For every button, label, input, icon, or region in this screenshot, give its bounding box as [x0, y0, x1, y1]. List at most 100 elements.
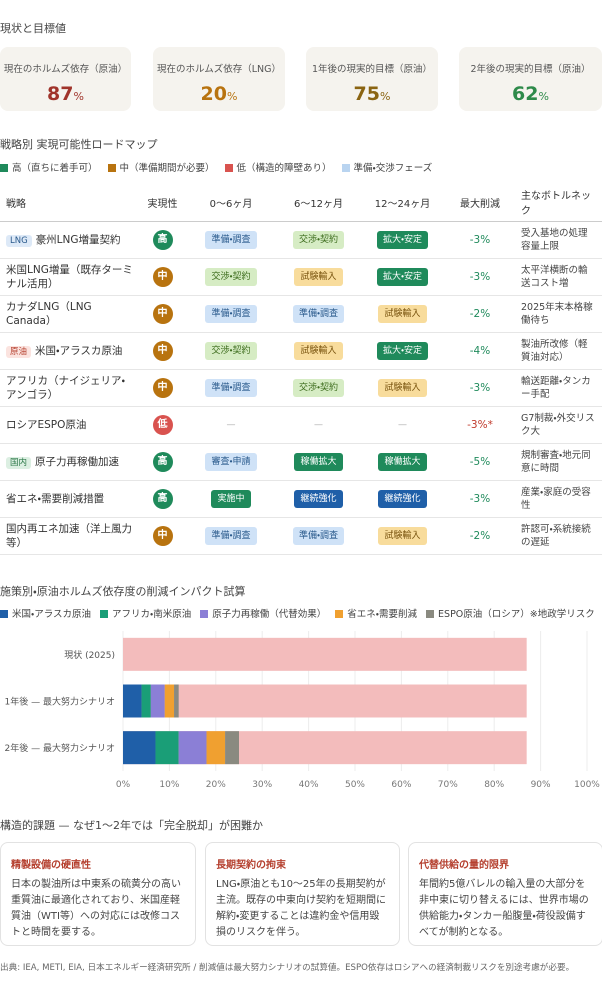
- x-tick-label: 70%: [438, 780, 458, 790]
- phase-pill: 交渉・契約: [205, 268, 257, 286]
- legend-swatch: [200, 610, 209, 618]
- table-row: ロシアESPO原油 低 — — — -3%* G7制裁・外交リスク大: [0, 406, 602, 444]
- table-row: LNG 豪州LNG増量契約高準備・調査 交渉・契約 拡大・安定 -3% 受入基地の処理容量…: [0, 221, 602, 259]
- phase-pill: —: [226, 420, 236, 430]
- legend-item: 米国・アラスカ原油: [0, 606, 91, 620]
- category-label: 2年後 — 最大努力シナリオ: [5, 742, 115, 754]
- x-tick-label: 60%: [391, 780, 411, 790]
- strategy-name: 米国LNG増量（既存ターミナル活用）: [6, 264, 133, 290]
- legend-swatch: [100, 610, 109, 618]
- x-tick-label: 40%: [299, 780, 319, 790]
- x-tick-label: 30%: [252, 780, 272, 790]
- phase-pill: 稼働拡大: [294, 453, 343, 471]
- legend-label: 準備・交渉フェーズ: [353, 163, 433, 174]
- legend-label: 省エネ・需要削減: [347, 609, 418, 620]
- bar-segment: [164, 684, 175, 718]
- chart: 0% 10% 20% 30% 40% 50% 60% 70% 80% 90% 100% 現状 (202…: [5, 631, 600, 790]
- bottleneck-cell: 輸送距離・タンカー手配: [515, 369, 602, 407]
- feasibility-cell: 中: [140, 517, 185, 555]
- reduction-cell: -3%*: [445, 406, 515, 444]
- challenge-card: 精製設備の硬直性 日本の製油所は中東系の硫黄分の高い重質油に最適化されており、米国…: [0, 842, 196, 946]
- feasibility-badge: 中: [152, 378, 173, 398]
- status-card: 2年後の現実的目標（原油） 62%: [459, 47, 602, 111]
- reduction-cell: -3%: [445, 369, 515, 407]
- card-value-row: 20%: [153, 83, 285, 105]
- feasibility-badge: 高: [152, 230, 173, 250]
- phase-pill: —: [314, 420, 323, 430]
- feasibility-badge: 中: [152, 341, 173, 361]
- challenge-title: 長期契約の拘束: [216, 860, 286, 871]
- bar-segment: [141, 684, 151, 718]
- phase-pill: 準備・調査: [205, 527, 257, 545]
- strategy-tag: 原油: [6, 345, 32, 358]
- strategy-cell: 原油 米国・アラスカ原油: [0, 332, 140, 370]
- legend-label: ESPO原油（ロシア）※地政学リスク: [438, 609, 595, 620]
- bottleneck-cell: G7制裁・外交リスク大: [515, 406, 602, 444]
- feasibility-cell: 中: [140, 258, 185, 296]
- legend-label: 原子力再稼働（代替効果）: [212, 609, 327, 620]
- phase-cell: 実施中: [185, 480, 277, 518]
- phase-pill: 交渉・契約: [292, 379, 345, 397]
- bar-segment: [150, 684, 165, 718]
- strategy-cell: カナダLNG（LNG Canada）: [0, 295, 140, 333]
- legend: 米国・アラスカ原油 アフリカ・南米原油 原子力再稼働（代替効果） 省エネ・需要削減 ES…: [0, 606, 595, 620]
- strategy-name: ロシアESPO原油: [6, 419, 87, 431]
- legend-label: 米国・アラスカ原油: [12, 609, 92, 620]
- strategy-name: 米国・アラスカ原油: [35, 344, 123, 357]
- strategy-cell: 省エネ・需要削減措置: [0, 480, 140, 518]
- phase-cell: 交渉・契約: [277, 369, 360, 407]
- card-value-row: 87%: [0, 83, 131, 105]
- phase-cell: 稼働拡大: [360, 443, 445, 481]
- phase-cell: 準備・調査: [277, 517, 360, 555]
- strategy-cell: ロシアESPO原油: [0, 406, 140, 444]
- header-cell: 戦略: [0, 183, 140, 222]
- legend-label: 中（準備期間が必要）: [119, 163, 215, 174]
- phase-cell: 試験輸入: [277, 258, 360, 296]
- feasibility-badge: 中: [152, 304, 173, 324]
- phase-cell: 稼働拡大: [277, 443, 360, 481]
- legend-swatch: [107, 164, 116, 172]
- tbody: LNG 豪州LNG増量契約高準備・調査 交渉・契約 拡大・安定 -3% 受入基地の処理容量…: [0, 221, 602, 555]
- feasibility-cell: 中: [140, 369, 185, 407]
- bar-segment: [206, 731, 226, 765]
- background-bar: [123, 637, 527, 671]
- feasibility-cell: 中: [140, 332, 185, 370]
- phase-pill: 試験輸入: [378, 379, 427, 397]
- card-unit: %: [380, 90, 391, 103]
- header-cell: 0〜6ヶ月: [185, 183, 277, 222]
- reduction-cell: -5%: [445, 443, 515, 481]
- legend-item: 準備・交渉フェーズ: [341, 160, 433, 174]
- phase-pill: 試験輸入: [378, 305, 427, 323]
- phase-cell: 継続強化: [360, 480, 445, 518]
- phase-cell: 審査・申請: [185, 443, 277, 481]
- legend-item: ESPO原油（ロシア）※地政学リスク: [426, 606, 595, 620]
- legend-label: 高（直ちに着手可）: [12, 163, 98, 174]
- x-tick-label: 0%: [116, 780, 131, 790]
- feasibility-cell: 高: [140, 443, 185, 481]
- header-cell: 主なボトルネック: [515, 183, 602, 222]
- phase-cell: —: [185, 406, 277, 444]
- table-row: 国内再エネ加速（洋上風力等） 中 準備・調査 準備・調査 試験輸入 -2% 許認可・系統接続…: [0, 517, 602, 555]
- strategy-name: カナダLNG（LNG Canada）: [6, 301, 92, 327]
- header-cell: 実現性: [140, 183, 185, 222]
- bottleneck-cell: 太平洋横断の輸送コスト増: [515, 258, 602, 296]
- bar-segment: [123, 731, 156, 765]
- legend-item: 低（構造的障壁あり）: [224, 160, 332, 174]
- phase-cell: 試験輸入: [360, 369, 445, 407]
- challenge-body: LNG・原油とも10〜25年の長期契約が主流。既存の中東向け契約を短期間に解約・…: [216, 879, 386, 938]
- legend-swatch: [335, 610, 344, 618]
- phase-cell: 拡大・安定: [360, 258, 445, 296]
- bar-segment: [123, 684, 142, 718]
- phase-cell: 拡大・安定: [360, 332, 445, 370]
- reduction-cell: -3%: [445, 221, 515, 259]
- table-row: アフリカ（ナイジェリア・アンゴラ） 中 準備・調査 交渉・契約 試験輸入 -3% 輸送距離・…: [0, 369, 602, 407]
- strategy-tag: LNG: [6, 234, 32, 247]
- x-tick-label: 10%: [159, 780, 179, 790]
- strategy-name: 豪州LNG増量契約: [35, 233, 121, 246]
- phase-pill: 準備・調査: [205, 379, 257, 397]
- phase-pill: 拡大・安定: [376, 268, 429, 286]
- table-row: 米国LNG増量（既存ターミナル活用） 中 交渉・契約 試験輸入 拡大・安定 -3% 太平洋横…: [0, 258, 602, 296]
- status-card: 現在のホルムズ依存（LNG） 20%: [153, 47, 285, 111]
- feasibility-cell: 高: [140, 221, 185, 259]
